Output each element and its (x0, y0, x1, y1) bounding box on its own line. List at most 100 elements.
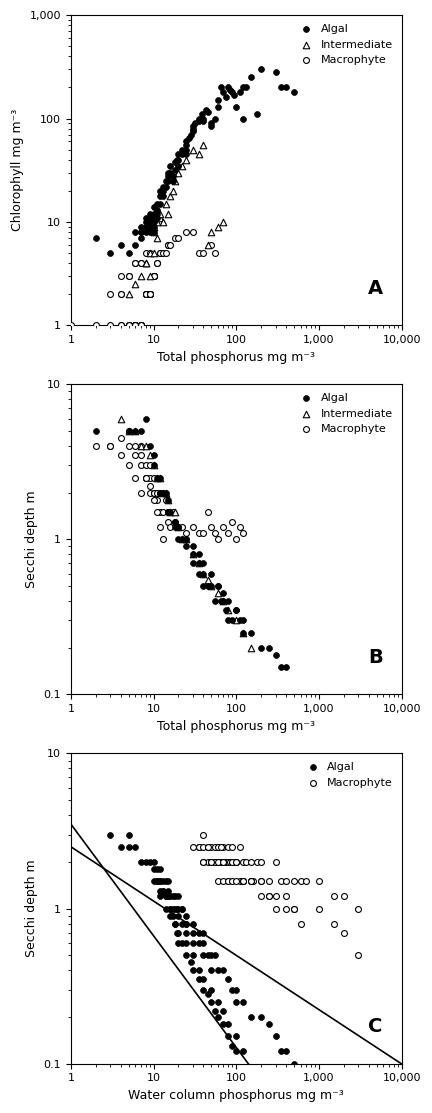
Macrophyte (283, 887, 289, 905)
Macrophyte (125, 422, 132, 440)
Macrophyte (195, 524, 202, 542)
Macrophyte (250, 873, 257, 890)
Algal (165, 887, 172, 905)
Algal (208, 993, 215, 1011)
Algal (278, 658, 285, 676)
Algal (159, 881, 166, 899)
Algal (183, 132, 190, 150)
Algal (291, 1055, 298, 1073)
Algal (167, 157, 174, 175)
Algal (242, 79, 249, 97)
Algal (190, 538, 197, 555)
Algal (165, 887, 172, 905)
Macrophyte (214, 853, 221, 870)
Algal (233, 993, 240, 1011)
Intermediate (153, 213, 160, 230)
Macrophyte (107, 437, 114, 455)
Macrophyte (167, 236, 174, 254)
Algal (190, 119, 197, 137)
Macrophyte (200, 826, 207, 844)
Macrophyte (225, 853, 232, 870)
Algal (162, 171, 169, 189)
Algal (220, 584, 227, 602)
Algal (178, 934, 185, 952)
Macrophyte (137, 456, 144, 474)
Macrophyte (157, 519, 164, 536)
Algal (117, 838, 124, 856)
Algal (169, 171, 176, 189)
Intermediate (142, 254, 149, 272)
Algal (165, 881, 172, 899)
Macrophyte (150, 484, 157, 502)
Algal (239, 993, 246, 1011)
Macrophyte (233, 853, 240, 870)
Algal (258, 639, 265, 657)
Algal (178, 531, 185, 549)
Macrophyte (233, 873, 240, 890)
Algal (157, 873, 164, 890)
Algal (195, 971, 202, 988)
Algal (150, 198, 157, 216)
X-axis label: Water column phosphorus mg m⁻³: Water column phosphorus mg m⁻³ (128, 1089, 344, 1102)
Macrophyte (239, 524, 246, 542)
Intermediate (214, 584, 221, 602)
Algal (190, 554, 197, 572)
Intermediate (200, 137, 207, 155)
Algal (217, 592, 224, 610)
Intermediate (153, 469, 160, 486)
Algal (204, 946, 211, 964)
Macrophyte (254, 853, 261, 870)
Macrophyte (233, 531, 240, 549)
Algal (214, 962, 221, 979)
Macrophyte (200, 244, 207, 262)
Algal (211, 592, 218, 610)
Macrophyte (229, 513, 236, 531)
Algal (200, 565, 207, 583)
Algal (254, 106, 261, 124)
Algal (195, 112, 202, 130)
Macrophyte (150, 491, 157, 509)
Algal (283, 79, 289, 97)
Algal (167, 899, 174, 917)
Algal (146, 209, 153, 227)
Algal (214, 993, 221, 1011)
Algal (157, 873, 164, 890)
Algal (169, 167, 176, 185)
Algal (220, 592, 227, 610)
Macrophyte (125, 267, 132, 285)
Macrophyte (137, 254, 144, 272)
Macrophyte (157, 484, 164, 502)
Macrophyte (159, 503, 166, 521)
Macrophyte (211, 853, 218, 870)
Macrophyte (208, 838, 215, 856)
Algal (214, 91, 221, 109)
Macrophyte (137, 316, 144, 334)
Intermediate (142, 254, 149, 272)
Macrophyte (200, 853, 207, 870)
Algal (183, 934, 190, 952)
Algal (183, 531, 190, 549)
Algal (248, 624, 254, 642)
Macrophyte (153, 254, 160, 272)
Intermediate (233, 611, 240, 629)
Algal (204, 985, 211, 1003)
Algal (183, 146, 190, 164)
Macrophyte (225, 524, 232, 542)
Intermediate (204, 571, 211, 589)
Macrophyte (153, 254, 160, 272)
Macrophyte (142, 285, 149, 303)
Algal (190, 122, 197, 140)
Algal (157, 860, 164, 878)
Algal (178, 146, 185, 164)
Algal (227, 81, 234, 99)
Algal (165, 503, 172, 521)
Macrophyte (132, 469, 139, 486)
Macrophyte (117, 267, 124, 285)
Algal (162, 887, 169, 905)
Macrophyte (220, 519, 227, 536)
Algal (162, 887, 169, 905)
Macrophyte (142, 469, 149, 486)
Algal (157, 195, 164, 213)
Macrophyte (236, 838, 243, 856)
Algal (178, 915, 185, 933)
